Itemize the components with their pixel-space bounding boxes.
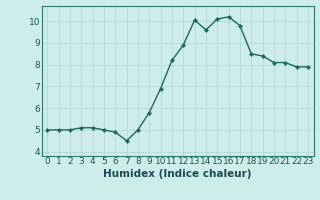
X-axis label: Humidex (Indice chaleur): Humidex (Indice chaleur) (103, 169, 252, 179)
